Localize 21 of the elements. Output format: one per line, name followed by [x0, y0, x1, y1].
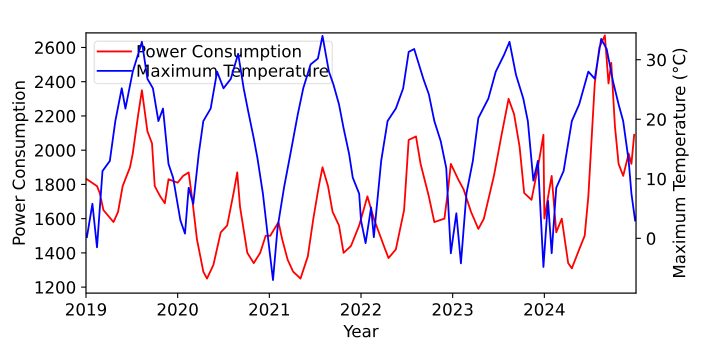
x-tick-label: 2020: [158, 303, 198, 316]
y-tick-label: 2000: [35, 144, 76, 157]
x-tick-label: 2023: [432, 303, 473, 316]
x-tick-label: 2019: [66, 303, 106, 316]
x-tick-label: 2022: [341, 303, 381, 316]
x-tick-label: 2021: [249, 303, 289, 316]
y-axis-title: Power Consumption: [12, 81, 28, 244]
y-tick-label: 1800: [36, 178, 76, 191]
y2-tick-label: 10: [648, 172, 666, 186]
y-tick-label: 2400: [35, 76, 76, 88]
x-axis-title: Year: [343, 325, 379, 338]
y-tick-label: 1400: [36, 246, 76, 260]
x-tick-label: 2024: [524, 303, 565, 316]
y2-tick-label: 0: [646, 232, 656, 245]
y-tick-label: 1600: [36, 212, 76, 226]
y2-tick-label: 20: [646, 113, 666, 126]
y2-tick-label: 30: [647, 54, 666, 66]
y-tick-label: 2600: [35, 41, 76, 54]
y-tick-label: 2200: [35, 110, 76, 123]
y2-axis-title: Maximum Temperature (°C): [672, 48, 689, 278]
y-tick-label: 1200: [36, 281, 76, 294]
